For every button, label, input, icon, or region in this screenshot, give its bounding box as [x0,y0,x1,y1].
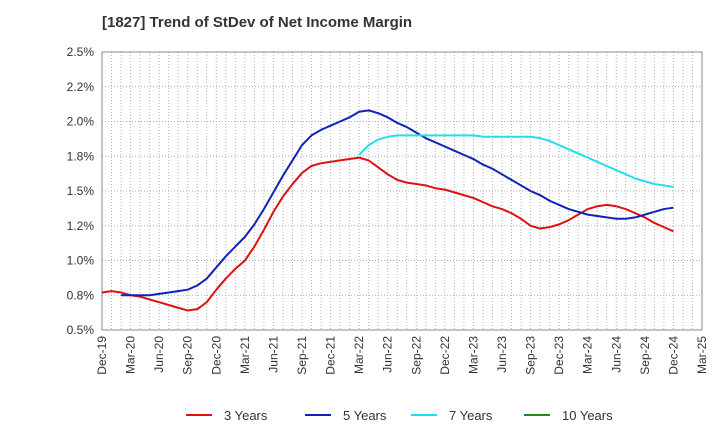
x-tick-label: Jun-24 [609,336,623,373]
x-tick-label: Mar-22 [352,336,366,374]
x-tick-group: Jun-20 [152,336,166,373]
x-tick-label: Mar-25 [695,336,709,374]
y-tick-label: 1.2% [67,219,95,233]
x-tick-label: Dec-23 [552,336,566,375]
x-tick-label: Sep-23 [524,336,538,375]
y-tick-label: 1.8% [67,149,95,163]
x-tick-group: Sep-21 [295,336,309,375]
x-tick-label: Jun-20 [152,336,166,373]
x-tick-label: Sep-20 [181,336,195,375]
x-tick-label: Jun-21 [266,336,280,373]
series-layer [101,109,674,312]
x-tick-label: Dec-20 [209,336,223,375]
x-tick-label: Mar-24 [581,336,595,374]
y-tick-label: 1.0% [67,254,95,268]
axis-layer: 0.5% 0.8% 1.0% 1.2% 1.5% 1.8% 2.0% 2.2% 2.5% Dec-… [67,45,709,375]
x-tick-group: Mar-25 [695,336,709,374]
x-tick-group: Mar-24 [581,336,595,374]
legend: 3 Years 5 Years 7 Years 10 Years [186,408,613,423]
chart-title: [1827] Trend of StDev of Net Income Marg… [102,14,413,31]
series-line-3-years [101,156,674,312]
x-tick-label: Jun-23 [495,336,509,373]
x-tick-group: Mar-20 [124,336,138,374]
x-tick-group: Jun-24 [609,336,623,373]
x-tick-group: Dec-21 [324,336,338,375]
x-tick-group: Sep-24 [638,336,652,375]
x-tick-label: Sep-21 [295,336,309,375]
plot-border [101,51,703,331]
legend-label: 3 Years [224,408,268,423]
x-tick-label: Dec-22 [438,336,452,375]
y-tick-label: 1.5% [67,184,95,198]
x-tick-group: Sep-23 [524,336,538,375]
x-tick-label: Mar-20 [124,336,138,374]
x-tick-group: Mar-23 [466,336,480,374]
x-tick-group: Mar-21 [238,336,252,374]
x-tick-label: Mar-21 [238,336,252,374]
series-line-7-years [358,134,674,188]
x-tick-group: Dec-19 [95,336,109,375]
x-tick-group: Sep-22 [409,336,423,375]
x-tick-label: Mar-23 [466,336,480,374]
y-tick-label: 0.8% [67,288,95,302]
x-tick-label: Sep-22 [409,336,423,375]
x-tick-label: Sep-24 [638,336,652,375]
x-tick-group: Jun-22 [381,336,395,373]
y-tick-label: 0.5% [67,323,95,337]
x-tick-group: Sep-20 [181,336,195,375]
legend-label: 5 Years [343,408,387,423]
x-tick-group: Dec-23 [552,336,566,375]
x-tick-label: Dec-24 [666,336,680,375]
x-tick-group: Dec-22 [438,336,452,375]
x-tick-group: Jun-23 [495,336,509,373]
y-tick-label: 2.2% [67,80,95,94]
x-tick-label: Dec-21 [324,336,338,375]
series-line-5-years [121,109,674,297]
x-tick-group: Dec-24 [666,336,680,375]
y-tick-label: 2.5% [67,45,95,59]
x-tick-label: Jun-22 [381,336,395,373]
y-tick-label: 2.0% [67,115,95,129]
legend-label: 10 Years [562,408,613,423]
legend-label: 7 Years [449,408,493,423]
x-tick-group: Dec-20 [209,336,223,375]
x-tick-group: Jun-21 [266,336,280,373]
x-tick-label: Dec-19 [95,336,109,375]
x-tick-group: Mar-22 [352,336,366,374]
